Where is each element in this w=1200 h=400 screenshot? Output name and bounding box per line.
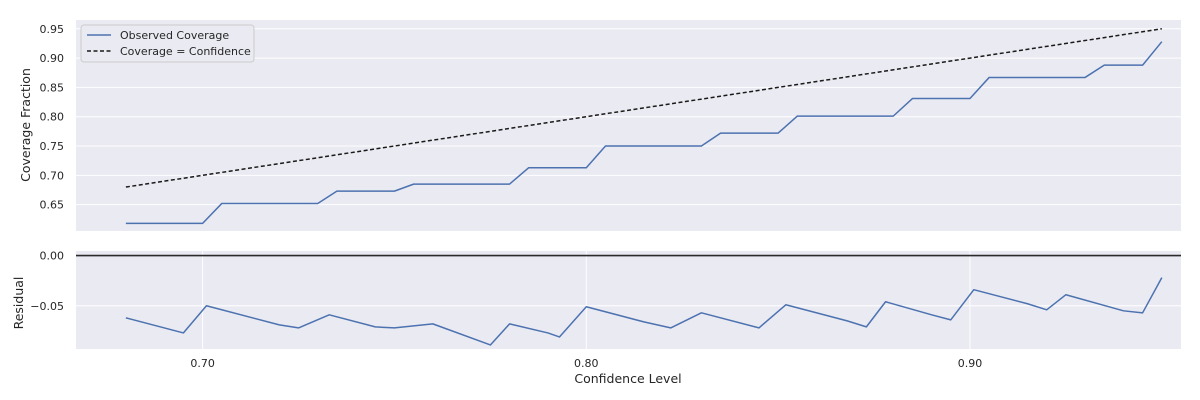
legend: Observed Coverage Coverage = Confidence: [80, 24, 255, 63]
residual-plot-panel: 0.00 −0.05 0.70 0.80 0.90: [30, 250, 1181, 370]
x-tick-label: 0.80: [574, 357, 599, 370]
plot-background: [76, 251, 1181, 349]
legend-label: Observed Coverage: [120, 29, 229, 42]
legend-box: [80, 24, 255, 63]
residual-line: [125, 277, 1163, 346]
y-tick-label: 0.95: [40, 23, 65, 36]
ideal-coverage-line: [125, 28, 1162, 188]
x-tick-label: 0.90: [958, 357, 983, 370]
coverage-plot-panel: 0.65 0.70 0.75 0.80 0.85 0.90 0.95 Observed Cov…: [40, 20, 1181, 231]
y-tick-label: 0.85: [40, 81, 65, 94]
x-axis-title: Confidence Level: [574, 371, 681, 386]
y-tick-label: 0.65: [40, 199, 65, 212]
legend-label: Coverage = Confidence: [120, 45, 251, 58]
y-tick-label: 0.90: [40, 52, 65, 65]
y-tick-label: 0.00: [40, 250, 65, 263]
y-tick-label: 0.80: [40, 111, 65, 124]
y-tick-label: −0.05: [30, 300, 64, 313]
observed-coverage-line: [125, 41, 1163, 225]
y-axis-title-residual: Residual: [11, 277, 26, 330]
x-tick-label: 0.70: [190, 357, 215, 370]
y-tick-label: 0.75: [40, 140, 65, 153]
plot-background: [76, 20, 1181, 231]
y-axis-title-coverage: Coverage Fraction: [18, 68, 33, 182]
y-tick-label: 0.70: [40, 169, 65, 182]
